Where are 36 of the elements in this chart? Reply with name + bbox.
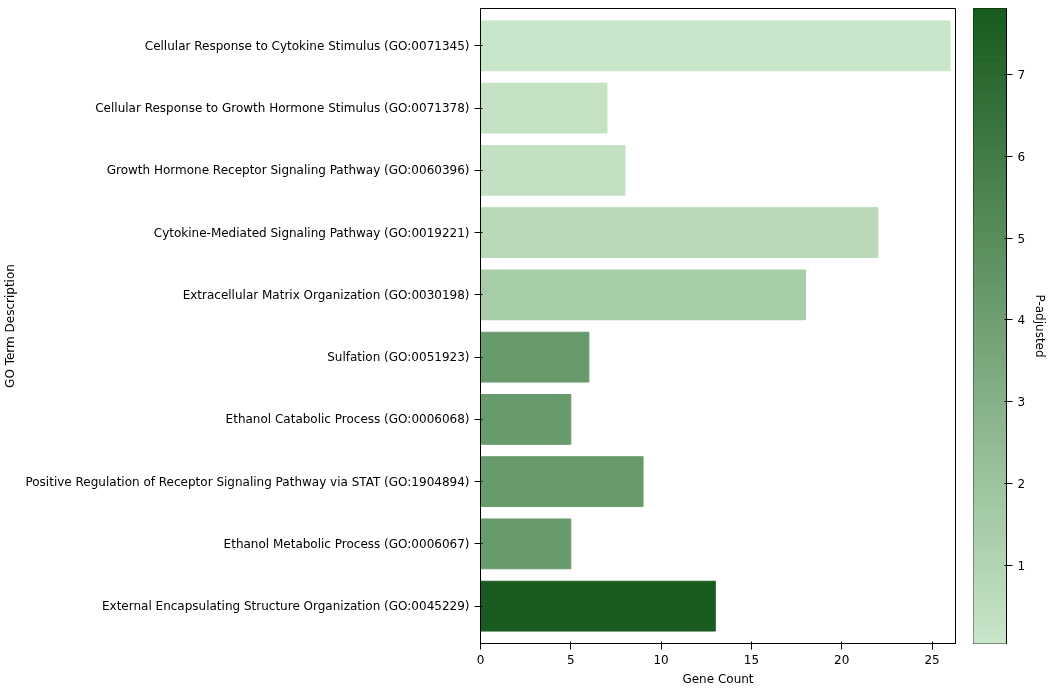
color-bar-label: 5 <box>1017 231 1026 246</box>
x-tick-label: 0 <box>476 652 485 667</box>
color-bar-label: 3 <box>1017 395 1026 410</box>
x-tick-label: 25 <box>924 652 940 667</box>
bar <box>480 331 590 383</box>
y-tick-label: Ethanol Catabolic Process (GO:0006068) <box>225 412 470 427</box>
color-bar-label: 7 <box>1017 68 1026 83</box>
bar <box>480 144 626 196</box>
bar <box>480 20 951 72</box>
y-tick-label: External Encapsulating Structure Organization (GO:0045229) <box>101 599 470 614</box>
x-axis-title: Gene Count <box>682 671 754 686</box>
x-tick-label: 5 <box>566 652 575 667</box>
y-tick-label: Sulfation (GO:0051923) <box>327 350 470 365</box>
x-tick-label: 10 <box>653 652 669 667</box>
bar <box>480 518 572 570</box>
color-bar-label: 4 <box>1017 313 1026 328</box>
x-tick-label: 15 <box>743 652 760 667</box>
color-bar-label: 6 <box>1017 149 1026 164</box>
bar <box>480 82 608 134</box>
color-bar-label: 1 <box>1017 558 1026 573</box>
color-bar-label: 2 <box>1017 476 1026 491</box>
bar <box>480 393 572 445</box>
x-tick-label: 20 <box>834 652 850 667</box>
bar <box>480 269 807 321</box>
color-bar-title: P-adjusted <box>1033 294 1048 358</box>
y-tick-label: Cytokine-Mediated Signaling Pathway (GO:0019221) <box>153 225 470 240</box>
y-tick-label: Cellular Response to Growth Hormone Stimulus (GO:0071378) <box>95 101 470 116</box>
y-axis-title: GO Term Description <box>3 264 18 388</box>
bar <box>480 456 644 508</box>
y-tick-label: Growth Hormone Receptor Signaling Pathway (GO:0060396) <box>106 163 470 178</box>
bar <box>480 580 716 632</box>
y-tick-label: Extracellular Matrix Organization (GO:0030198) <box>182 287 470 302</box>
y-tick-label: Cellular Response to Cytokine Stimulus (GO:0071345) <box>144 38 470 53</box>
y-tick-label: Positive Regulation of Receptor Signaling Pathway via STAT (GO:1904894) <box>25 474 470 489</box>
bar <box>480 207 879 259</box>
y-tick-label: Ethanol Metabolic Process (GO:0006067) <box>223 536 470 551</box>
